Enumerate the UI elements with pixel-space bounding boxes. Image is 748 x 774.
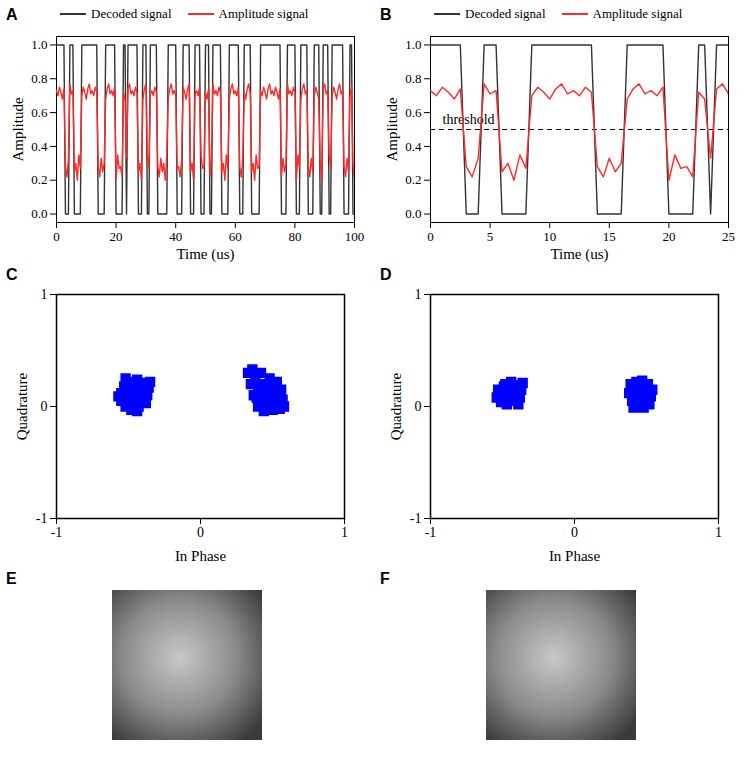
svg-text:0: 0 — [427, 229, 434, 244]
svg-text:0: 0 — [197, 525, 204, 540]
svg-text:0.6: 0.6 — [31, 105, 48, 120]
svg-text:Time (us): Time (us) — [176, 246, 234, 263]
svg-text:100: 100 — [345, 229, 365, 244]
svg-text:1: 1 — [415, 287, 422, 302]
html-text:Decoded signal: Decoded signal — [91, 6, 172, 21]
svg-text:1.0: 1.0 — [31, 37, 47, 52]
svg-text:15: 15 — [603, 229, 616, 244]
svg-text:threshold: threshold — [443, 112, 495, 127]
svg-text:25: 25 — [722, 229, 735, 244]
svg-text:-1: -1 — [425, 525, 437, 540]
html-text:E: E — [6, 570, 17, 587]
svg-text:10: 10 — [543, 229, 556, 244]
svg-text:0: 0 — [571, 525, 578, 540]
svg-text:In Phase: In Phase — [549, 548, 601, 564]
svg-text:0.8: 0.8 — [31, 71, 47, 86]
svg-text:20: 20 — [110, 229, 123, 244]
svg-text:0.2: 0.2 — [31, 172, 47, 187]
html-text:Amplitude signal: Amplitude signal — [218, 6, 309, 21]
svg-text:0: 0 — [415, 399, 422, 414]
svg-text:0.0: 0.0 — [405, 206, 421, 221]
svg-text:1.0: 1.0 — [405, 37, 421, 52]
svg-text:0.2: 0.2 — [405, 172, 421, 187]
svg-text:60: 60 — [229, 229, 242, 244]
svg-text:0.6: 0.6 — [405, 105, 422, 120]
html-text:B: B — [380, 6, 392, 23]
svg-text:-1: -1 — [410, 511, 422, 526]
svg-text:0: 0 — [53, 229, 60, 244]
svg-text:1: 1 — [715, 525, 722, 540]
svg-text:-1: -1 — [51, 525, 63, 540]
svg-text:0.0: 0.0 — [31, 206, 47, 221]
svg-text:0.8: 0.8 — [405, 71, 421, 86]
svg-text:5: 5 — [487, 229, 494, 244]
svg-text:Amplitude: Amplitude — [10, 97, 26, 162]
html-text:Decoded signal: Decoded signal — [465, 6, 546, 21]
html-text:D: D — [380, 266, 392, 283]
svg-text:20: 20 — [662, 229, 675, 244]
html-text:F: F — [380, 570, 390, 587]
svg-text:In Phase: In Phase — [175, 548, 227, 564]
html-text:C: C — [6, 266, 18, 283]
svg-text:Quadrature: Quadrature — [388, 372, 404, 440]
svg-text:0: 0 — [41, 399, 48, 414]
svg-text:0.4: 0.4 — [405, 139, 422, 154]
html-text:A: A — [6, 6, 18, 23]
svg-text:Quadrature: Quadrature — [14, 372, 30, 440]
svg-text:40: 40 — [169, 229, 182, 244]
svg-text:-1: -1 — [36, 511, 48, 526]
svg-text:1: 1 — [41, 287, 48, 302]
svg-text:Amplitude: Amplitude — [384, 97, 400, 162]
html-text:Amplitude signal: Amplitude signal — [592, 6, 683, 21]
svg-text:0.4: 0.4 — [31, 139, 48, 154]
svg-text:1: 1 — [341, 525, 348, 540]
svg-text:80: 80 — [288, 229, 301, 244]
svg-text:Time (us): Time (us) — [550, 246, 608, 263]
